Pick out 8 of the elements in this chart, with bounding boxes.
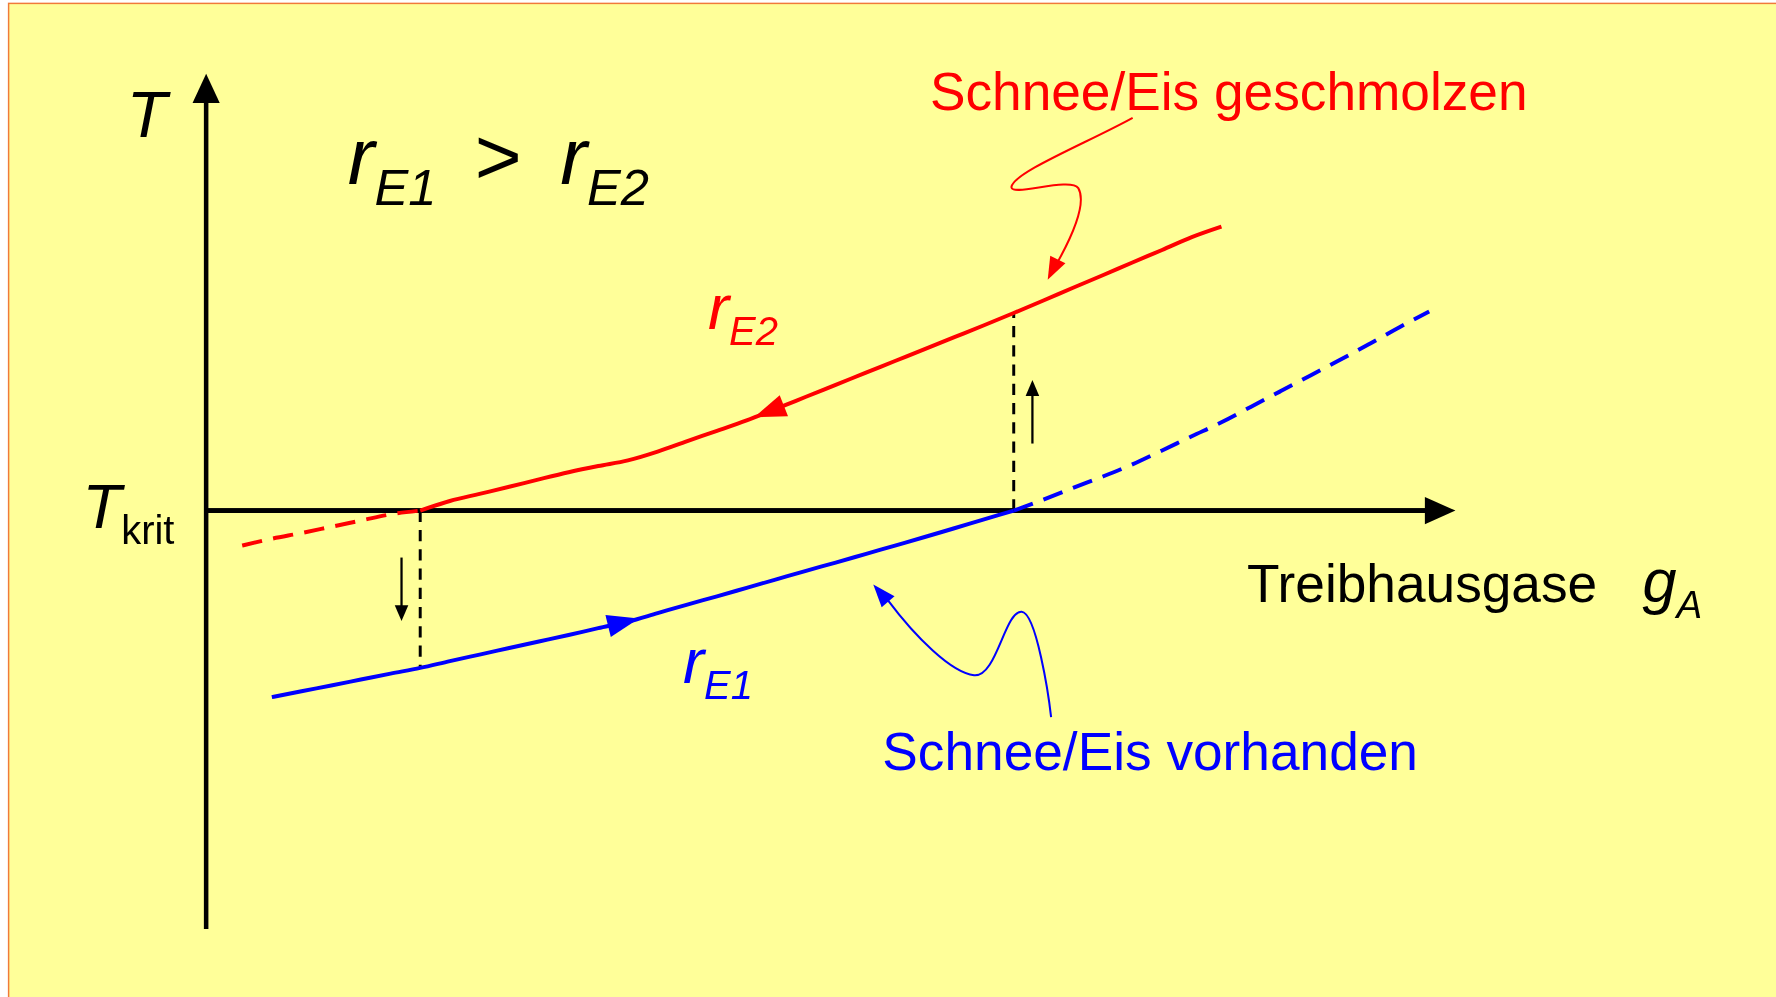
legend-label: r$_{E1}$ <box>682 626 753 708</box>
x-axis-title: Treibhausgase g$_{A}$ <box>1247 547 1703 627</box>
ref-line-label: T$_{krit}$ <box>82 470 175 553</box>
text: Schnee/Eis geschmolzen <box>929 61 1528 121</box>
series-label: r$_{E2}$ <box>707 271 778 354</box>
text: Schnee/Eis vorhanden <box>882 722 1418 782</box>
y-axis-title: T <box>126 78 171 152</box>
text: r$_{E1}$ > r$_{E2}$ <box>347 110 649 216</box>
